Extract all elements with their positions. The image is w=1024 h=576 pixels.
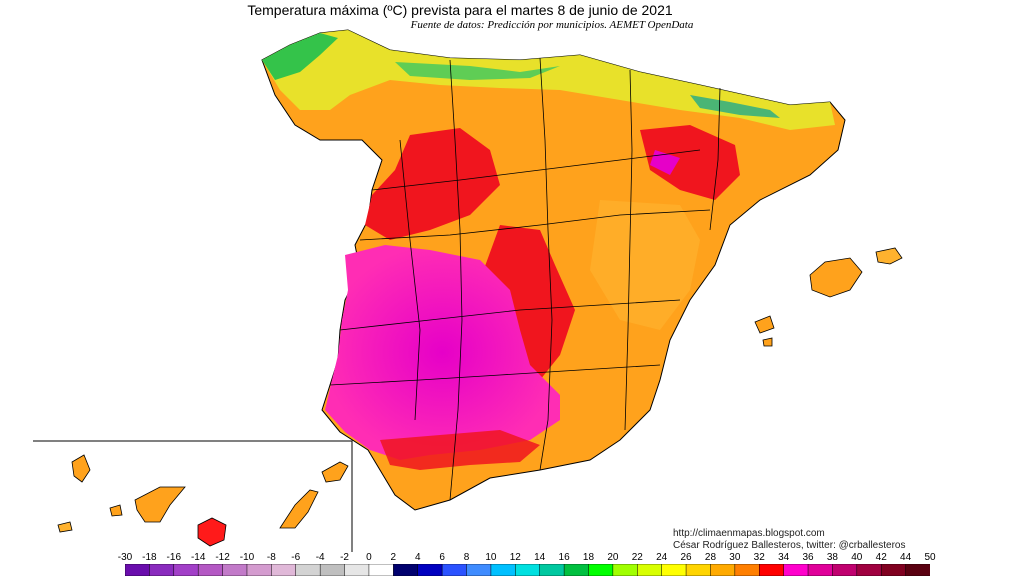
- legend-swatch: [758, 564, 785, 576]
- map-subtitle: Fuente de datos: Predicción por municipi…: [410, 19, 694, 31]
- legend-tick-label: 26: [680, 552, 692, 563]
- legend-tick-label: -10: [239, 552, 255, 563]
- legend-tick-labels: -30 -18 -16 -14 -12 -10 -8 -6 -4 -2 0 2 4 6 8 10 12 14 16 1…: [0, 552, 1024, 564]
- legend-tick-label: 50: [924, 552, 936, 563]
- legend-tick-label: 42: [875, 552, 887, 563]
- legend-tick-label: -30: [117, 552, 133, 563]
- legend-swatch: [539, 564, 565, 576]
- legend-swatch: [319, 564, 346, 576]
- legend-swatch: [612, 564, 639, 576]
- legend-swatch: [222, 564, 248, 576]
- legend-tick-label: 44: [900, 552, 912, 563]
- map-title: Temperatura máxima (ºC) prevista para el…: [247, 2, 673, 18]
- legend-tick-label: -8: [266, 552, 276, 563]
- legend-tick-label: -6: [291, 552, 301, 563]
- legend-tick-label: 14: [534, 552, 546, 563]
- legend-tick-label: -4: [315, 552, 325, 563]
- legend-swatch: [563, 564, 590, 576]
- legend-swatch: [393, 564, 419, 576]
- canary-inset: [33, 440, 353, 552]
- legend-tick-label: 8: [463, 552, 470, 563]
- legend-tick-label: -18: [142, 552, 157, 563]
- cool-coast-zone: [262, 33, 338, 80]
- balearic-islands: [754, 247, 903, 347]
- legend-swatch: [880, 564, 907, 576]
- legend-swatch: [368, 564, 395, 576]
- credit-blog: http://climaenmapas.blogspot.com: [673, 528, 825, 539]
- mild-zone-east: [590, 200, 700, 330]
- legend-tick-label: 6: [439, 552, 445, 563]
- legend-tick-label: 20: [607, 552, 619, 563]
- legend-tick-label: 2: [390, 552, 397, 563]
- legend-tick-label: 36: [802, 552, 814, 563]
- legend-swatch: [466, 564, 492, 576]
- legend-swatch: [905, 564, 930, 576]
- legend-swatch: [344, 564, 370, 576]
- legend-tick-label: 16: [558, 552, 570, 563]
- legend-tick-label: 18: [582, 552, 595, 563]
- legend-swatch: [271, 564, 297, 576]
- legend-swatch: [197, 564, 224, 576]
- legend-tick-label: 22: [631, 552, 643, 563]
- legend-swatch: [246, 564, 273, 576]
- north-coast-zone: [262, 30, 835, 130]
- legend-tick-label: 38: [826, 552, 838, 563]
- legend-tick-label: -2: [340, 552, 349, 563]
- legend-swatch: [637, 564, 663, 576]
- extreme-heat-zone: [325, 245, 560, 460]
- legend-swatch: [490, 564, 517, 576]
- legend-tick-label: 4: [414, 552, 421, 563]
- legend-swatch: [832, 564, 858, 576]
- temperature-map: [33, 29, 903, 552]
- legend-tick-label: 40: [851, 552, 863, 563]
- legend-swatch: [661, 564, 687, 576]
- legend-swatch: [856, 564, 882, 576]
- legend-tick-label: 10: [485, 552, 497, 563]
- legend-swatch: [588, 564, 614, 576]
- legend-tick-label: 28: [704, 552, 717, 563]
- legend-tick-label: -12: [215, 552, 230, 563]
- legend-swatch: [515, 564, 541, 576]
- legend-tick-label: 0: [366, 552, 372, 563]
- legend-swatch: [125, 564, 151, 576]
- province-borders: [329, 57, 721, 501]
- legend-swatch: [807, 564, 834, 576]
- legend-swatch: [417, 564, 443, 576]
- hot-zone-ebro: [640, 125, 740, 200]
- legend-tick-label: 30: [729, 552, 741, 563]
- legend-swatch: [295, 564, 321, 576]
- legend-color-bar: [125, 564, 930, 576]
- legend-tick-label: -16: [166, 552, 182, 563]
- pyrenees-cool-strip: [690, 95, 780, 118]
- legend-swatch: [173, 564, 199, 576]
- legend-tick-label: -14: [190, 552, 206, 563]
- legend-swatch: [685, 564, 712, 576]
- legend-swatch: [441, 564, 468, 576]
- legend-tick-label: 24: [656, 552, 668, 563]
- legend-swatch: [734, 564, 760, 576]
- hot-zone-south: [380, 430, 540, 470]
- legend-swatch: [783, 564, 809, 576]
- legend-tick-label: 32: [753, 552, 765, 563]
- credit-author: César Rodríguez Ballesteros, twitter: @c…: [673, 540, 906, 551]
- hot-zone-north: [365, 128, 500, 240]
- legend-swatch: [149, 564, 175, 576]
- legend-swatch: [710, 564, 736, 576]
- legend-tick-label: 34: [778, 552, 790, 563]
- legend-tick-label: 12: [509, 552, 521, 563]
- cool-coast-strip: [395, 62, 560, 80]
- extreme-heat-patch: [650, 150, 680, 175]
